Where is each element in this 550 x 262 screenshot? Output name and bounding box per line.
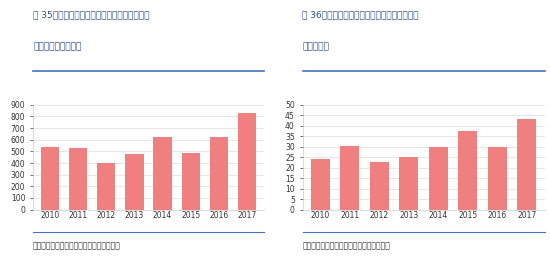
Bar: [97, 163, 116, 210]
Text: （单位：万张合约）: （单位：万张合约）: [33, 42, 81, 51]
Bar: [399, 157, 419, 210]
Bar: [311, 159, 330, 210]
Bar: [458, 131, 477, 210]
Bar: [41, 147, 59, 210]
Text: 资料来源：香港交易所，中信证券研究部。: 资料来源：香港交易所，中信证券研究部。: [33, 241, 121, 250]
Bar: [370, 162, 389, 210]
Bar: [210, 137, 228, 210]
Bar: [428, 147, 448, 210]
Bar: [182, 153, 200, 210]
Bar: [340, 146, 359, 210]
Bar: [69, 148, 87, 210]
Text: 图 36：股票类衍生品历史日均成交量（单位：: 图 36：股票类衍生品历史日均成交量（单位：: [302, 10, 419, 19]
Bar: [125, 154, 144, 210]
Bar: [238, 113, 256, 210]
Bar: [517, 119, 536, 210]
Text: 资料来源：香港交易所，中信证券研究部。: 资料来源：香港交易所，中信证券研究部。: [302, 241, 390, 250]
Text: 图 35：股票类衍生品历史年末未平仓合约数量: 图 35：股票类衍生品历史年末未平仓合约数量: [33, 10, 150, 19]
Bar: [153, 137, 172, 210]
Bar: [488, 147, 507, 210]
Text: 万张合约）: 万张合约）: [302, 42, 329, 51]
